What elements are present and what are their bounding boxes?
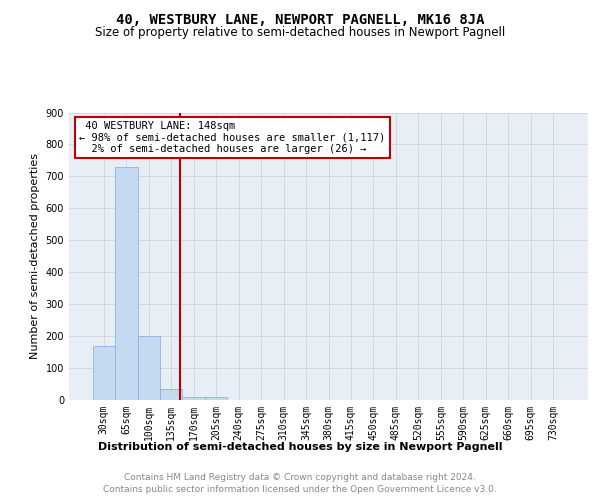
Bar [137, 336, 160, 400]
Text: 40 WESTBURY LANE: 148sqm
← 98% of semi-detached houses are smaller (1,117)
  2% : 40 WESTBURY LANE: 148sqm ← 98% of semi-d… [79, 121, 386, 154]
Text: 40, WESTBURY LANE, NEWPORT PAGNELL, MK16 8JA: 40, WESTBURY LANE, NEWPORT PAGNELL, MK16… [116, 12, 484, 26]
Text: Size of property relative to semi-detached houses in Newport Pagnell: Size of property relative to semi-detach… [95, 26, 505, 39]
Bar [182, 397, 205, 400]
Bar [92, 346, 115, 400]
Bar [115, 167, 137, 400]
Text: Distribution of semi-detached houses by size in Newport Pagnell: Distribution of semi-detached houses by … [98, 442, 502, 452]
Bar [205, 397, 227, 400]
Text: Contains public sector information licensed under the Open Government Licence v3: Contains public sector information licen… [103, 485, 497, 494]
Bar [160, 390, 182, 400]
Y-axis label: Number of semi-detached properties: Number of semi-detached properties [30, 153, 40, 359]
Text: Contains HM Land Registry data © Crown copyright and database right 2024.: Contains HM Land Registry data © Crown c… [124, 472, 476, 482]
